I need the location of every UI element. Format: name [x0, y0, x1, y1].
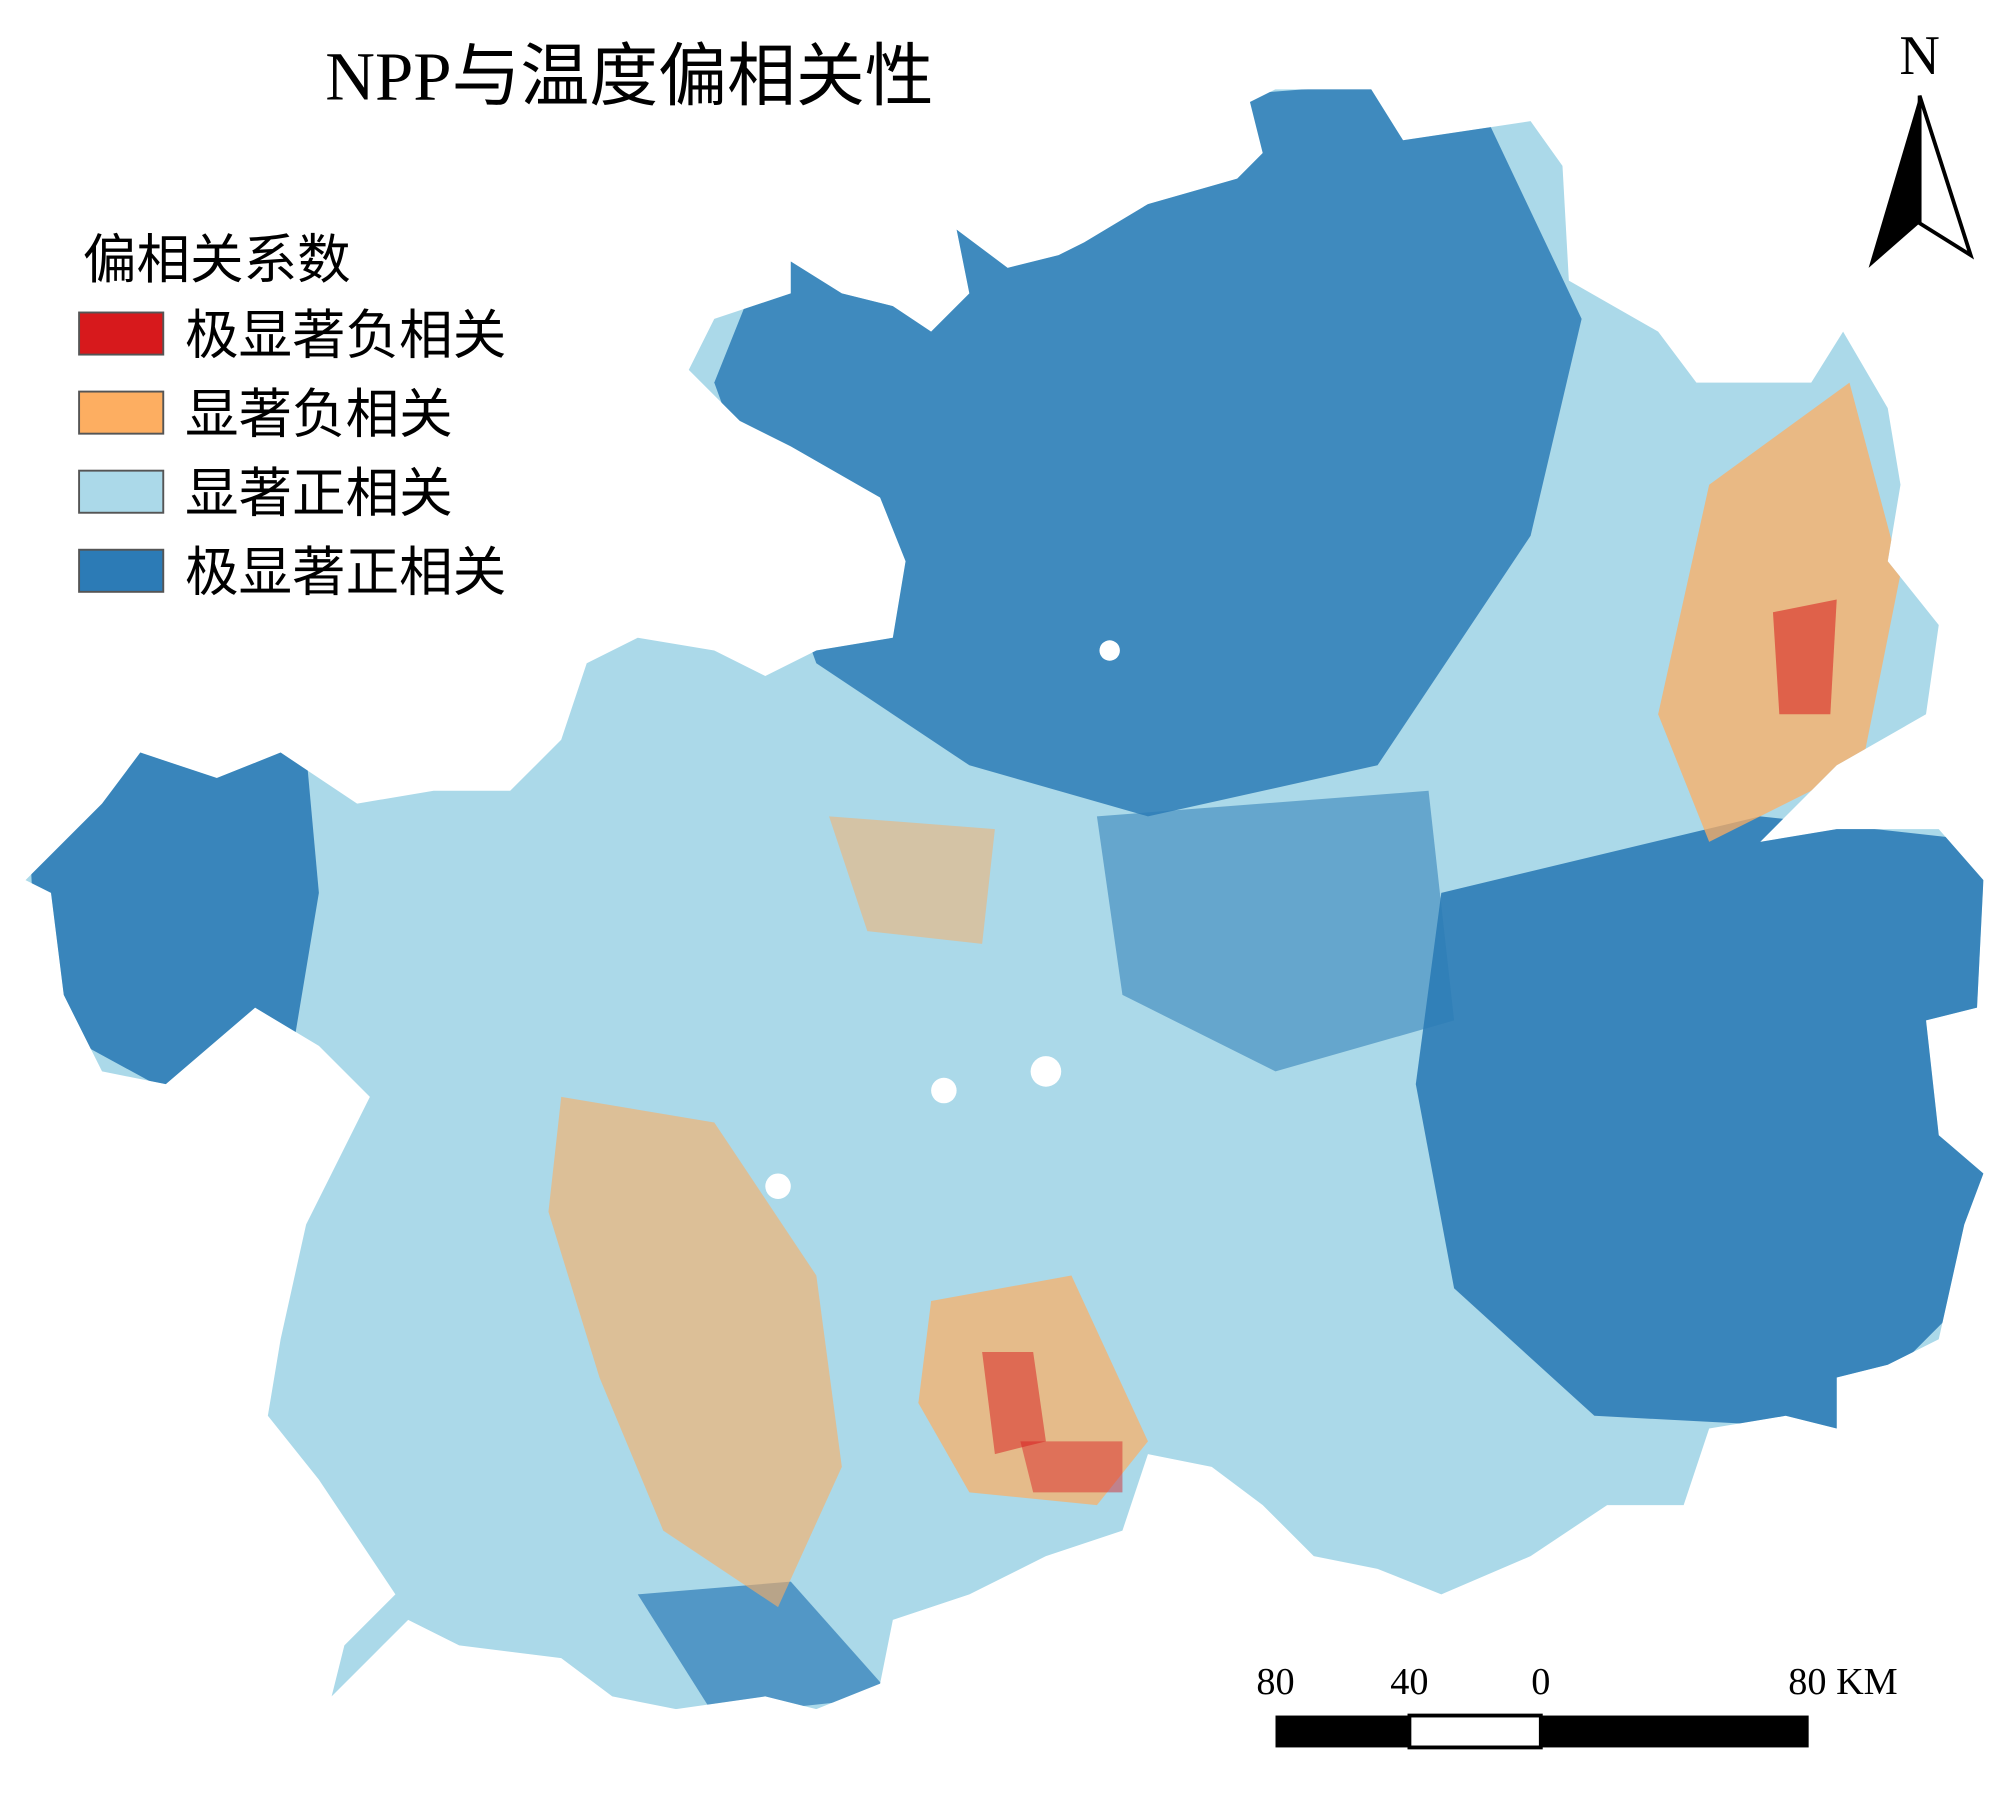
map-title: NPP与温度偏相关性 — [325, 38, 933, 114]
scale-bar: 80 40 0 80 KM — [1256, 1661, 1898, 1750]
zone-strong-negative — [982, 1352, 1046, 1455]
scale-segment — [1540, 1715, 1809, 1748]
scale-label: 80 KM — [1788, 1661, 1897, 1703]
legend-label: 显著正相关 — [185, 463, 453, 523]
no-data — [765, 1173, 791, 1199]
scale-segment — [1275, 1715, 1410, 1748]
zone-negative — [548, 1096, 842, 1608]
zone-strong-positive — [1415, 816, 1984, 1429]
arrow-left — [1868, 95, 1920, 268]
zone-strong-positive — [1096, 790, 1455, 1072]
north-label: N — [1899, 25, 1940, 87]
zone-strong-positive — [637, 1581, 893, 1710]
legend-swatch — [78, 390, 165, 435]
north-arrow: N — [1868, 25, 1975, 268]
scale-label: 0 — [1531, 1661, 1550, 1703]
scale-label: 80 — [1256, 1661, 1294, 1703]
zone-negative — [829, 816, 995, 944]
legend-title: 偏相关系数 — [83, 230, 351, 290]
arrow-right — [1917, 95, 1975, 260]
scale-segment — [1407, 1713, 1543, 1750]
no-data — [1099, 640, 1120, 661]
scale-label: 40 — [1390, 1661, 1428, 1703]
zone-strong-negative — [1772, 599, 1837, 715]
legend-label: 极显著正相关 — [185, 543, 506, 603]
legend-swatch — [78, 469, 165, 514]
legend-swatch — [78, 311, 165, 356]
zone-strong-negative — [1020, 1441, 1123, 1493]
legend-label: 显著负相关 — [185, 384, 453, 444]
zone-strong-positive — [25, 752, 319, 1097]
legend-label: 极显著负相关 — [185, 305, 506, 365]
no-data — [1030, 1056, 1062, 1087]
legend-swatch — [78, 548, 165, 593]
no-data — [931, 1077, 957, 1104]
